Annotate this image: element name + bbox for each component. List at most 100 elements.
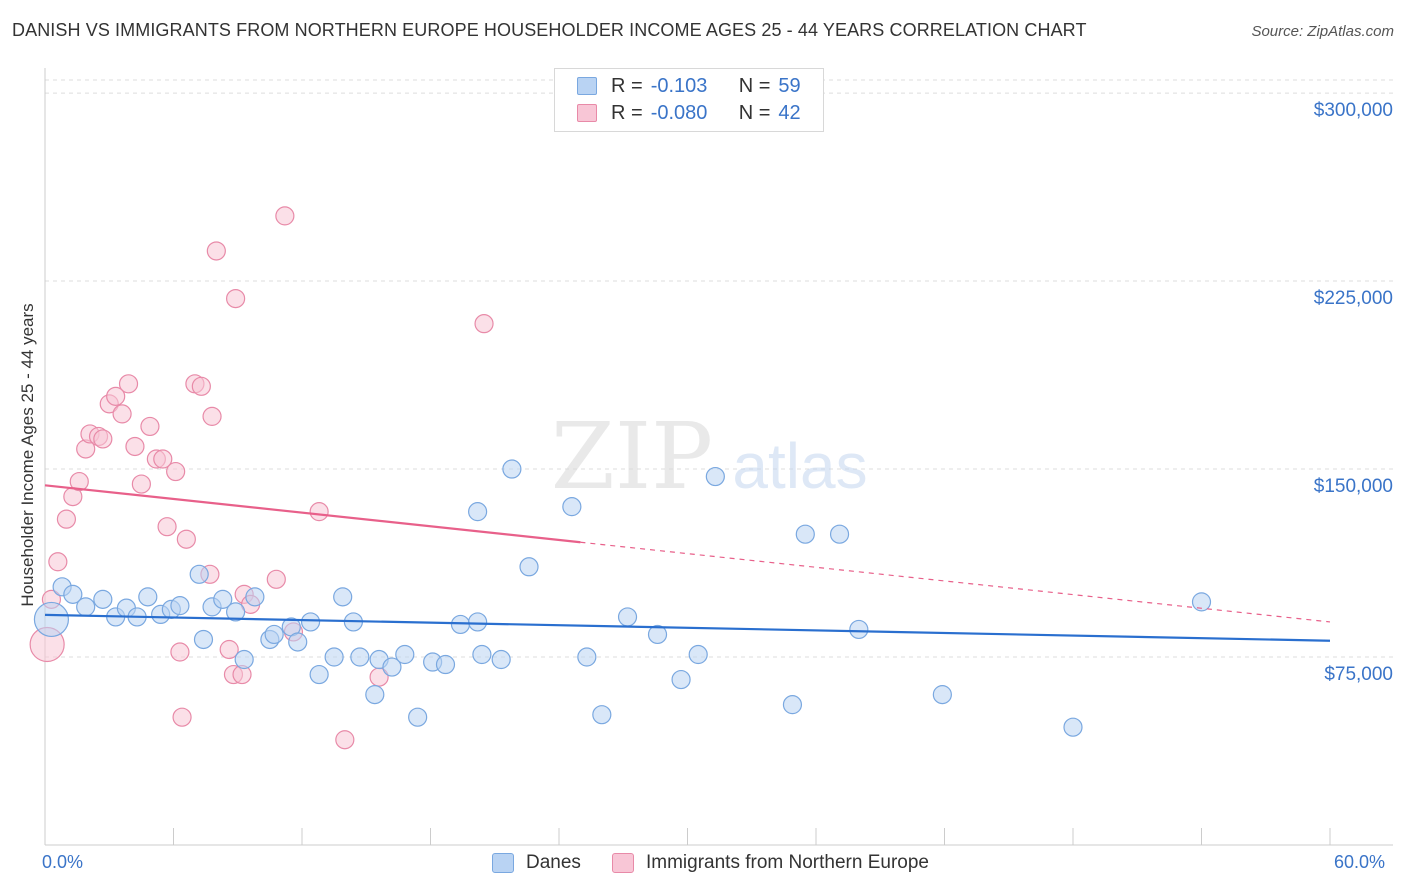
danes-point (264, 624, 284, 645)
danes-point (468, 612, 488, 632)
danes-trend-line (44, 613, 1331, 642)
danes-point (365, 685, 385, 705)
danes-point (562, 497, 582, 517)
danes-point (592, 705, 612, 725)
danes-point (795, 524, 815, 544)
immigrants-point (69, 471, 89, 492)
danes-point (93, 589, 113, 609)
danes-point (213, 589, 233, 609)
y-tick-label: $75,000 (1324, 664, 1393, 685)
danes-point (617, 607, 638, 627)
immigrants-point (125, 436, 145, 457)
immigrants-point (219, 639, 239, 660)
immigrants-point (106, 386, 126, 406)
danes-point (1191, 592, 1212, 612)
danes-point (502, 459, 522, 479)
immigrants-point (112, 404, 132, 424)
watermark-atlas: atlas (732, 430, 867, 502)
y-tick-label: $150,000 (1314, 476, 1393, 497)
danes-point (408, 707, 428, 727)
legend-row-danes: R = -0.103 N = 59 (577, 73, 801, 99)
immigrants-trend-line (44, 484, 581, 544)
y-tick-labels: $75,000 $150,000 $225,000 $300,000 (1314, 100, 1393, 685)
immigrants-trend-extension (580, 541, 1331, 623)
immigrants-point (202, 406, 222, 426)
danes-point (234, 649, 254, 670)
immigrants-point (266, 569, 286, 589)
immigrants-point (275, 206, 295, 226)
watermark-zip: ZIP (551, 403, 713, 510)
y-tick-label: $225,000 (1314, 288, 1393, 309)
danes-point (671, 669, 691, 690)
data-points (29, 206, 1212, 750)
x-tick-min: 0.0% (42, 852, 84, 872)
legend-row-immigrants: R = -0.080 N = 42 (577, 100, 801, 126)
trend-lines (44, 484, 1331, 642)
danes-point (189, 564, 209, 584)
danes-point (829, 524, 850, 544)
danes-point (468, 502, 488, 522)
legend-n-label: N = (738, 74, 771, 97)
danes-point (76, 597, 96, 617)
immigrants-swatch-icon (577, 104, 597, 122)
danes-legend-icon (492, 853, 514, 873)
danes-point (63, 584, 83, 604)
legend-n-label: N = (738, 101, 771, 124)
danes-point (333, 587, 353, 607)
danes-point (309, 664, 329, 685)
immigrants-point (309, 502, 329, 522)
legend-r-label: R = (611, 101, 643, 124)
legend-r-value: -0.080 (650, 101, 708, 124)
immigrants-point (170, 642, 190, 662)
immigrants-point (172, 707, 192, 727)
immigrants-point (56, 509, 77, 529)
immigrants-point (140, 416, 160, 437)
source-label: Source: ZipAtlas.com (1251, 23, 1394, 40)
series-legend: Danes Immigrants from Northern Europe (0, 852, 1406, 876)
danes-point (849, 619, 869, 640)
immigrants-point (157, 517, 177, 537)
axes (44, 68, 1393, 846)
legend-item-immigrants[interactable]: Immigrants from Northern Europe (612, 852, 929, 874)
y-tick-label: $300,000 (1314, 100, 1393, 121)
danes-point (138, 587, 158, 607)
danes-point (782, 695, 803, 715)
y-axis-label: Householder Income Ages 25 - 44 years (18, 303, 37, 607)
legend-r-value: -0.103 (650, 74, 708, 97)
danes-point (647, 624, 668, 645)
danes-point (1063, 717, 1083, 737)
correlation-legend: R = -0.103 N = 59 R = -0.080 N = 42 (554, 68, 824, 132)
legend-n-value: 59 (778, 74, 801, 97)
danes-swatch-icon (577, 77, 597, 95)
danes-point (705, 466, 725, 487)
x-tick-max: 60.0% (1334, 852, 1386, 872)
immigrants-legend-icon (612, 853, 634, 873)
danes-point (300, 612, 321, 632)
chart-title: DANISH VS IMMIGRANTS FROM NORTHERN EUROP… (12, 20, 1087, 40)
immigrants-point (153, 449, 173, 469)
danes-point (382, 657, 402, 677)
danes-point (577, 647, 597, 667)
legend-item-danes[interactable]: Danes (492, 852, 581, 874)
legend-label-danes: Danes (526, 852, 581, 873)
danes-point (688, 644, 708, 665)
danes-point (472, 644, 492, 665)
legend-label-immigrants: Immigrants from Northern Europe (646, 852, 929, 873)
danes-point (33, 601, 70, 638)
danes-point (324, 647, 344, 667)
danes-point (288, 632, 308, 652)
immigrants-point (474, 314, 494, 334)
danes-point (170, 596, 190, 616)
danes-point (395, 644, 415, 665)
immigrants-point (93, 429, 113, 449)
immigrants-point (176, 529, 196, 549)
danes-point (193, 629, 214, 650)
danes-point (226, 602, 246, 622)
gridlines (45, 79, 1393, 658)
immigrants-point (335, 730, 355, 750)
danes-point (245, 587, 265, 607)
danes-point (491, 649, 511, 670)
immigrants-point (166, 461, 186, 482)
immigrants-point (206, 241, 226, 261)
